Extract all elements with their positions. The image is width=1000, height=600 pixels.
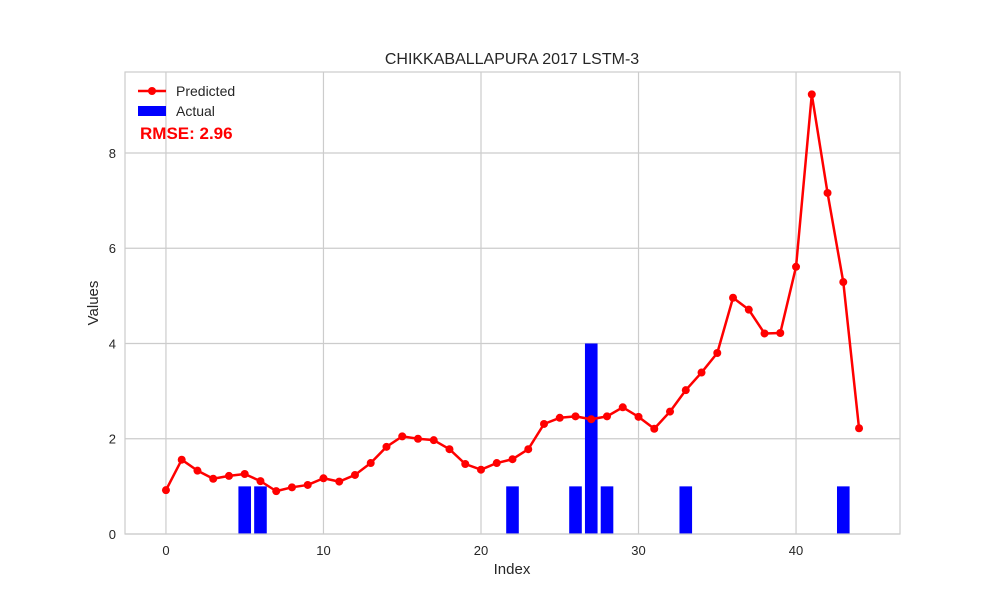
y-axis-label: Values — [85, 281, 102, 326]
legend-label-predicted: Predicted — [176, 83, 235, 99]
predicted-point — [713, 349, 722, 358]
plot-area — [125, 72, 900, 534]
predicted-point — [666, 407, 675, 416]
predicted-point — [839, 278, 848, 287]
predicted-point — [350, 470, 359, 479]
predicted-point — [618, 403, 627, 412]
chart-title: CHIKKABALLAPURA 2017 LSTM-3 — [385, 51, 639, 68]
predicted-point — [240, 469, 249, 478]
predicted-point — [823, 188, 832, 197]
predicted-point — [303, 480, 312, 489]
actual-bar — [584, 343, 598, 534]
actual-bar — [238, 486, 252, 534]
y-tick-label: 2 — [109, 432, 116, 447]
predicted-point — [634, 412, 643, 421]
predicted-point — [603, 412, 612, 421]
y-tick-labels: 0 2 4 6 8 — [109, 146, 116, 542]
x-tick-label: 40 — [789, 543, 803, 558]
predicted-point — [540, 419, 549, 428]
predicted-point — [461, 459, 470, 468]
actual-bar — [506, 486, 519, 534]
plot-frame — [124, 71, 901, 535]
predicted-point — [366, 459, 375, 468]
predicted-point — [855, 424, 864, 433]
predicted-point — [681, 386, 690, 395]
predicted-point — [760, 329, 769, 338]
x-axis-label: Index — [494, 561, 531, 578]
actual-bar — [600, 486, 614, 534]
predicted-point — [792, 262, 801, 271]
actual-bars — [238, 343, 850, 534]
predicted-point — [807, 90, 816, 99]
predicted-point — [382, 442, 391, 451]
predicted-point — [224, 471, 233, 480]
x-tick-label: 10 — [316, 543, 330, 558]
predicted-point — [524, 445, 533, 454]
predicted-point — [398, 432, 407, 441]
x-tick-labels: 0 10 20 30 40 — [162, 543, 803, 558]
legend-bar-swatch — [138, 106, 166, 116]
predicted-point — [650, 424, 659, 433]
rmse-annotation: RMSE: 2.96 — [140, 124, 233, 143]
y-tick-label: 0 — [109, 527, 116, 542]
predicted-line-group — [161, 90, 864, 496]
predicted-point — [571, 412, 580, 421]
predicted-point — [319, 474, 328, 483]
y-tick-label: 4 — [109, 336, 116, 351]
predicted-point — [445, 445, 454, 454]
predicted-point — [744, 305, 753, 314]
actual-bar — [569, 486, 582, 534]
predicted-point — [476, 465, 485, 474]
legend-marker-swatch — [148, 87, 156, 95]
predicted-point — [492, 459, 501, 468]
predicted-point — [587, 415, 596, 424]
legend: Predicted Actual — [138, 83, 235, 119]
y-tick-label: 6 — [109, 241, 116, 256]
predicted-point — [287, 483, 296, 492]
predicted-point — [335, 477, 344, 486]
predicted-point — [272, 487, 281, 496]
predicted-point — [161, 486, 170, 495]
predicted-point — [508, 455, 517, 464]
predicted-point — [193, 466, 202, 475]
predicted-point — [177, 455, 186, 464]
legend-label-actual: Actual — [176, 103, 215, 119]
actual-bar — [679, 486, 693, 534]
predicted-point — [555, 413, 564, 422]
actual-bar — [836, 486, 850, 534]
predicted-point — [429, 436, 438, 445]
predicted-point — [256, 477, 265, 486]
y-tick-label: 8 — [109, 146, 116, 161]
predicted-point — [697, 368, 706, 377]
x-tick-label: 0 — [162, 543, 169, 558]
predicted-point — [729, 293, 738, 302]
predicted-point — [209, 474, 218, 483]
predicted-point — [776, 329, 785, 338]
x-tick-label: 30 — [631, 543, 645, 558]
x-tick-label: 20 — [474, 543, 488, 558]
actual-bar — [254, 486, 267, 534]
predicted-point — [413, 434, 422, 443]
